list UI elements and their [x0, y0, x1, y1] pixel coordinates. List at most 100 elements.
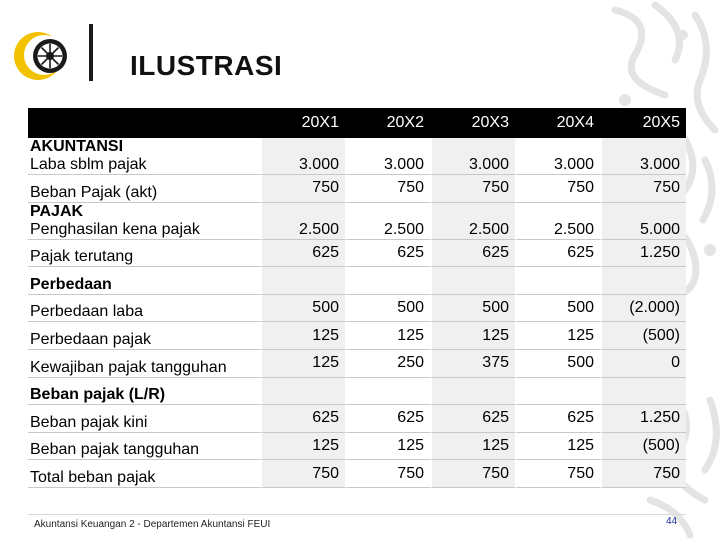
value-cell	[260, 267, 345, 295]
value-cell: 375	[430, 349, 515, 378]
value-cell: (500)	[600, 432, 686, 461]
table-row: Beban pajak (L/R)	[28, 377, 686, 406]
value-cell: 750	[515, 175, 600, 203]
header-cell-20x3: 20X3	[430, 108, 515, 138]
value-cell: 125	[515, 432, 600, 461]
value-cell: 625	[515, 405, 600, 433]
header-cell-20x2: 20X2	[345, 108, 430, 138]
illustration-table: 20X1 20X2 20X3 20X4 20X5 AKUNTANSI Laba s…	[28, 108, 686, 488]
header-cell-20x4: 20X4	[515, 108, 600, 138]
row-label-text: Beban pajak (L/R)	[30, 386, 166, 404]
value-cell: 500	[260, 294, 345, 323]
table-row: Perbedaan laba 500 500 500 500 (2.000)	[28, 294, 686, 323]
value-cell: 500	[515, 349, 600, 378]
value-cell: 125	[430, 432, 515, 461]
value-cell: 2.500	[345, 202, 430, 240]
value-cell: 2.500	[260, 202, 345, 240]
page-number: 44	[666, 516, 678, 527]
value-cell: 3.000	[515, 138, 600, 175]
value-cell: 3.000	[600, 138, 686, 175]
table-row: Beban Pajak (akt) 750 750 750 750 750	[28, 175, 686, 203]
value-cell	[600, 267, 686, 295]
table-row: Beban pajak kini 625 625 625 625 1.250	[28, 405, 686, 433]
table-row: Perbedaan pajak 125 125 125 125 (500)	[28, 322, 686, 350]
footer-divider	[28, 514, 686, 515]
value-cell: 750	[345, 175, 430, 203]
title-divider	[89, 24, 93, 81]
row-label: AKUNTANSI Laba sblm pajak	[28, 138, 260, 175]
university-logo-icon	[14, 32, 67, 80]
row-label-text: Laba sblm pajak	[30, 156, 147, 173]
value-cell: 125	[260, 322, 345, 350]
value-cell: 625	[515, 239, 600, 268]
row-label-text: Total beban pajak	[30, 468, 156, 486]
header-cell-20x1: 20X1	[260, 108, 345, 138]
value-cell: 5.000	[600, 202, 686, 240]
table-row: Perbedaan	[28, 267, 686, 295]
value-cell: 750	[430, 175, 515, 203]
value-cell	[600, 377, 686, 406]
value-cell: 750	[515, 460, 600, 488]
row-label: Beban pajak tangguhan	[28, 433, 260, 461]
value-cell: 625	[260, 405, 345, 433]
value-cell: 125	[260, 432, 345, 461]
value-cell: 500	[345, 294, 430, 323]
value-cell: 500	[430, 294, 515, 323]
header-cell-20x5: 20X5	[600, 108, 686, 138]
value-cell	[260, 377, 345, 406]
value-cell: 750	[600, 175, 686, 203]
value-cell	[515, 377, 600, 406]
value-cell: 125	[345, 432, 430, 461]
row-label: Beban Pajak (akt)	[28, 175, 260, 203]
row-label-text: Pajak terutang	[30, 248, 134, 266]
value-cell: 1.250	[600, 239, 686, 268]
table-row: AKUNTANSI Laba sblm pajak 3.000 3.000 3.000 3…	[28, 138, 686, 175]
value-cell: 125	[430, 322, 515, 350]
row-label: PAJAK Penghasilan kena pajak	[28, 203, 260, 240]
row-label: Total beban pajak	[28, 460, 260, 488]
row-label: Perbedaan pajak	[28, 322, 260, 350]
value-cell	[430, 377, 515, 406]
value-cell: 625	[430, 239, 515, 268]
slide-title: ILUSTRASI	[130, 50, 283, 81]
footer-text: Akuntansi Keuangan 2 - Departemen Akunta…	[34, 519, 271, 530]
row-label-text: Perbedaan pajak	[30, 330, 151, 348]
value-cell: 750	[600, 460, 686, 488]
row-label: Beban pajak (L/R)	[28, 378, 260, 406]
value-cell: 125	[345, 322, 430, 350]
row-label: Pajak terutang	[28, 240, 260, 268]
value-cell: 750	[260, 460, 345, 488]
value-cell: (2.000)	[600, 294, 686, 323]
row-label: Perbedaan laba	[28, 295, 260, 323]
row-label-text: Beban Pajak (akt)	[30, 183, 158, 201]
row-label-text: Beban pajak kini	[30, 413, 148, 431]
row-label-text: Perbedaan laba	[30, 303, 143, 321]
value-cell: 625	[430, 405, 515, 433]
row-label-text: Beban pajak tangguhan	[30, 441, 200, 459]
value-cell	[345, 377, 430, 406]
value-cell: 625	[260, 239, 345, 268]
section-heading: AKUNTANSI	[30, 138, 124, 155]
value-cell: 750	[430, 460, 515, 488]
row-label-text: Penghasilan kena pajak	[30, 220, 200, 238]
value-cell: 3.000	[430, 138, 515, 175]
value-cell	[345, 267, 430, 295]
value-cell: 750	[260, 175, 345, 203]
row-label-text: Perbedaan	[30, 275, 112, 293]
table-row: PAJAK Penghasilan kena pajak 2.500 2.500 2.5…	[28, 202, 686, 240]
value-cell	[430, 267, 515, 295]
value-cell: 750	[345, 460, 430, 488]
value-cell: 625	[345, 239, 430, 268]
value-cell: 2.500	[515, 202, 600, 240]
row-label: Beban pajak kini	[28, 405, 260, 433]
table-header-row: 20X1 20X2 20X3 20X4 20X5	[28, 108, 686, 138]
value-cell: 125	[260, 349, 345, 378]
value-cell	[515, 267, 600, 295]
row-label: Kewajiban pajak tangguhan	[28, 350, 260, 378]
value-cell: 500	[515, 294, 600, 323]
value-cell: 125	[515, 322, 600, 350]
table-row: Pajak terutang 625 625 625 625 1.250	[28, 239, 686, 268]
header-cell	[28, 108, 260, 138]
table-row: Kewajiban pajak tangguhan 125 250 375 500 0	[28, 349, 686, 378]
value-cell: (500)	[600, 322, 686, 350]
